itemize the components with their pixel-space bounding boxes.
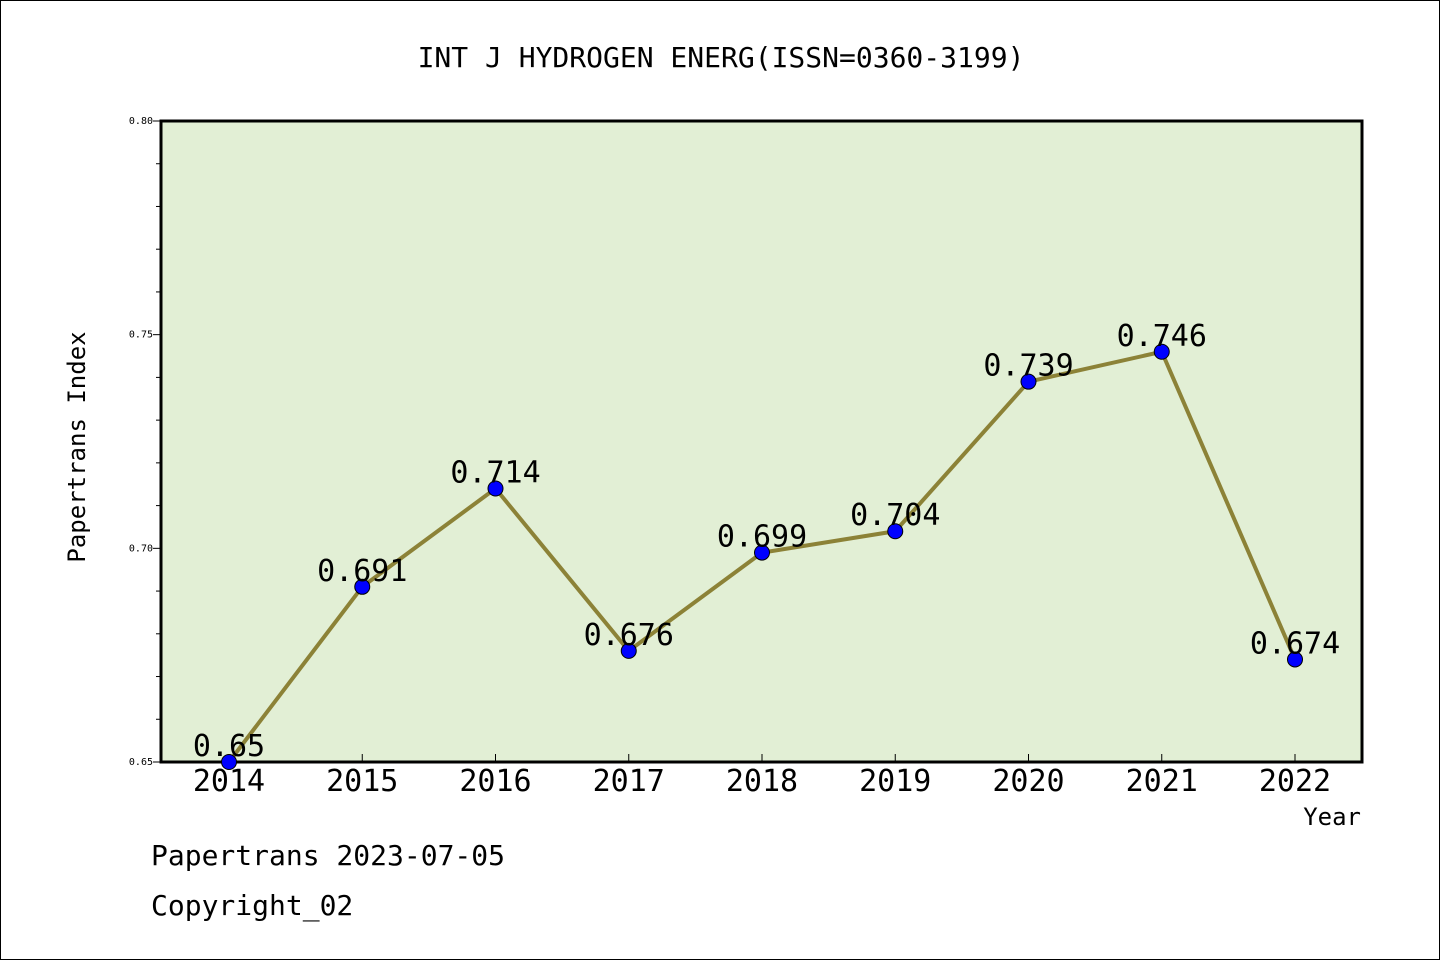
y-axis-ticks: 0.65 0.70 0.75 0.80 (129, 116, 161, 768)
footer-copyright: Copyright_02 (151, 889, 353, 923)
data-label: 0.676 (584, 618, 674, 653)
x-tick-label: 2018 (726, 764, 798, 799)
y-tick-label: 0.75 (129, 330, 153, 341)
data-label: 0.65 (193, 729, 265, 764)
data-point (1153, 343, 1170, 360)
data-point (487, 480, 504, 497)
data-point (221, 754, 237, 770)
y-axis-label: Papertrans Index (63, 331, 91, 562)
data-label: 0.704 (850, 498, 940, 533)
data-point (754, 544, 770, 561)
x-tick-label: 2022 (1259, 764, 1331, 799)
y-tick-label: 0.65 (129, 757, 153, 768)
data-point (1287, 651, 1303, 668)
x-tick-label: 2015 (326, 764, 398, 799)
data-label: 0.746 (1117, 319, 1207, 354)
x-axis-ticks: 2014 2015 2016 2017 2018 2019 2020 2021 2022 (193, 754, 1331, 799)
plot-area (159, 119, 1364, 764)
data-point (620, 642, 637, 659)
series-group: 0.65 0.691 0.714 0.676 0.699 0.704 0.739 0.746 0… (193, 319, 1340, 770)
data-point (354, 578, 371, 595)
y-tick-label: 0.70 (129, 543, 153, 554)
chart-title: INT J HYDROGEN ENERG(ISSN=0360-3199) (418, 41, 1025, 74)
data-point (1020, 373, 1037, 390)
footer-date: Papertrans 2023-07-05 (151, 839, 505, 872)
data-label: 0.691 (317, 554, 407, 589)
data-point (887, 523, 904, 540)
data-label: 0.714 (450, 456, 540, 491)
x-tick-label: 2019 (859, 764, 931, 799)
x-axis-label: Year (1303, 803, 1361, 831)
x-tick-label: 2016 (459, 764, 531, 799)
x-tick-label: 2021 (1126, 764, 1198, 799)
data-label: 0.739 (983, 349, 1073, 384)
y-tick-label: 0.80 (129, 116, 153, 127)
x-tick-label: 2017 (593, 764, 665, 799)
x-tick-label: 2020 (992, 764, 1064, 799)
data-label: 0.699 (717, 520, 807, 555)
data-label: 0.674 (1250, 626, 1340, 661)
